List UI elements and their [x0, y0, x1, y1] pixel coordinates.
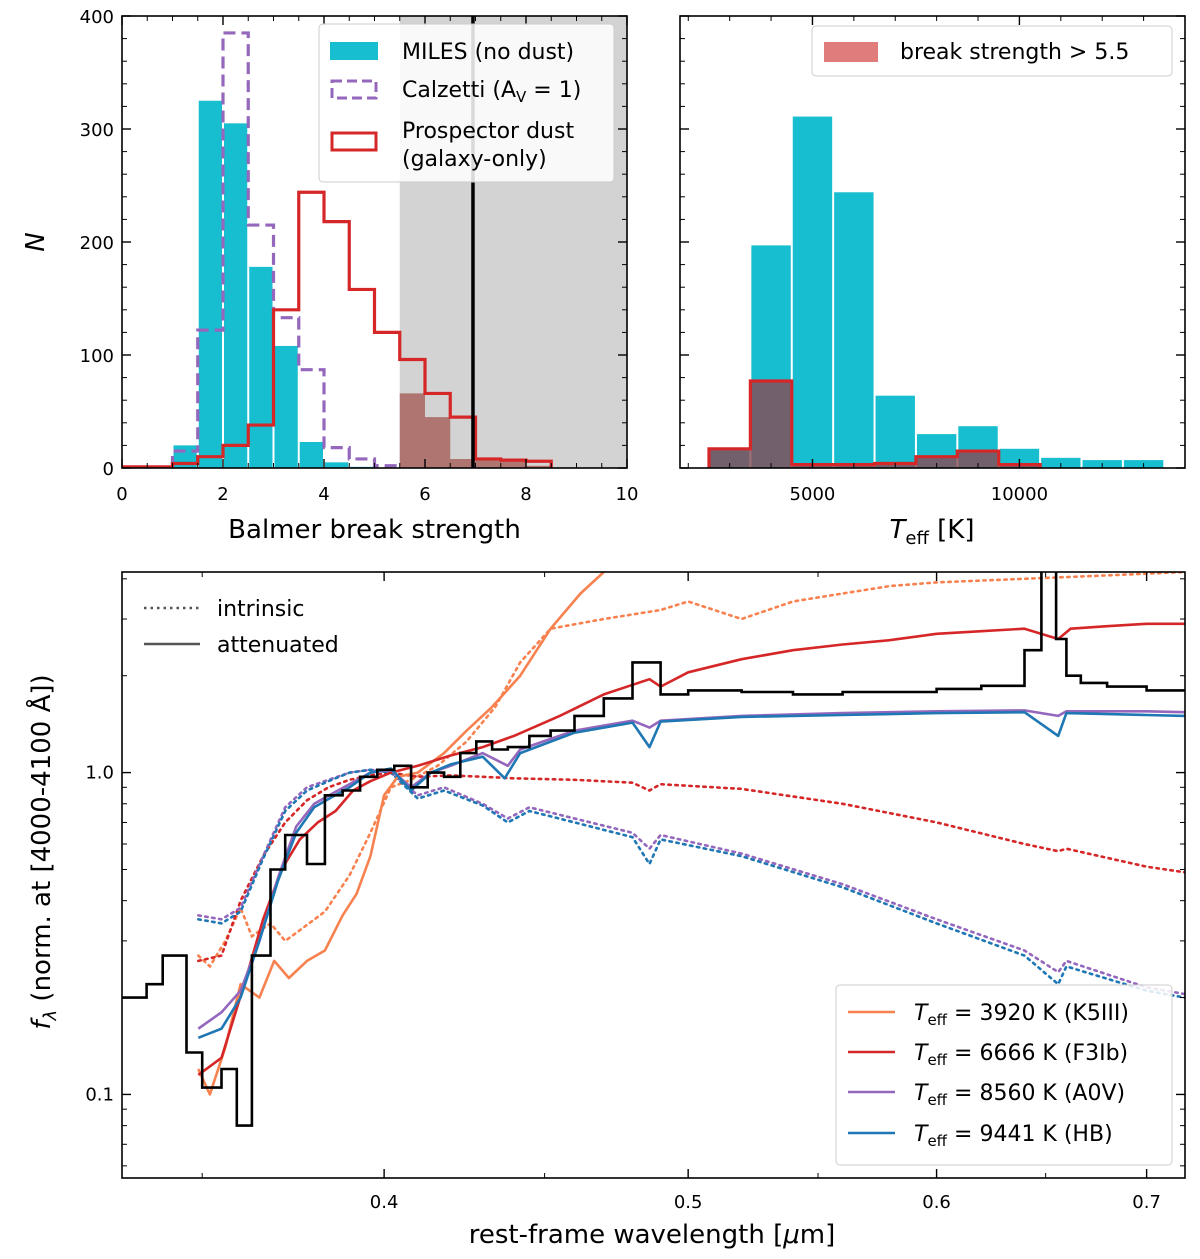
spectra-panel: 0.4 0.5 0.6 0.7 0.1 1.0 rest-frame wavelength… — [25, 571, 1186, 1250]
star-legend: Teff = 3920 K (K5III) Teff = 6666 K (F3I… — [835, 984, 1173, 1166]
spectra-x-axis-label-part1: rest-frame wavelength [ — [469, 1220, 783, 1250]
balmer-y-tick-label: 0 — [103, 459, 114, 480]
legend-label-prospector-line1: Prospector dust — [402, 119, 574, 144]
legend-swatch-miles — [330, 42, 378, 60]
legend-label-prospector-line2: (galaxy-only) — [402, 147, 547, 172]
teff-x-axis-label-sub: eff — [905, 528, 929, 549]
balmer-x-tick-label: 10 — [616, 484, 639, 505]
attenuated-spectrum-hb — [197, 710, 1185, 1040]
intrinsic-spectrum-hb — [197, 768, 1185, 999]
miles-bar — [224, 123, 248, 468]
legend-swatch-prospector — [330, 131, 378, 152]
balmer-x-tick-label: 2 — [217, 484, 228, 505]
teff-x-axis-label: Teff [K] — [890, 515, 975, 549]
spectra-y-tick-label: 1.0 — [85, 763, 114, 784]
legend-label-hb-rest: = 9441 K (HB) — [947, 1122, 1113, 1147]
observed-spectrum-step — [122, 572, 1185, 1127]
legend-label-calzetti-part1: Calzetti (A — [402, 78, 516, 103]
balmer-y-axis-label: N — [21, 232, 51, 251]
legend-label-hb: Teff = 9441 K (HB) — [914, 1122, 1113, 1150]
legend-label-miles: MILES (no dust) — [402, 40, 574, 65]
teff-miles-bar — [792, 116, 833, 468]
balmer-axes-frame — [121, 15, 628, 469]
intrinsic-spectrum-f3ib — [197, 771, 1185, 963]
spectra-x-tick-label: 0.4 — [370, 1192, 399, 1213]
spectra-x-tick-label: 0.5 — [674, 1192, 703, 1213]
legend-label-a0v-sub: eff — [927, 1091, 947, 1109]
balmer-x-tick-label: 8 — [520, 484, 531, 505]
legend-label-break-strength: break strength > 5.5 — [900, 40, 1129, 65]
miles-bar — [299, 442, 323, 468]
legend-label-f3ib-T: T — [914, 1041, 929, 1066]
balmer-x-axis-label: Balmer break strength — [228, 515, 521, 545]
legend-label-calzetti: Calzetti (AV = 1) — [402, 78, 581, 106]
legend-label-k5iii-rest: = 3920 K (K5III) — [947, 1001, 1129, 1026]
balmer-x-tick-label: 6 — [419, 484, 430, 505]
attenuated-spectrum-a0v — [197, 709, 1185, 1030]
intrinsic-spectrum-a0v — [197, 768, 1185, 996]
legend-label-f3ib-rest: = 6666 K (F3Ib) — [947, 1041, 1128, 1066]
balmer-x-tick-label: 4 — [318, 484, 329, 505]
legend-label-intrinsic: intrinsic — [217, 597, 304, 622]
teff-miles-bar — [834, 192, 874, 468]
spectra-x-tick-label: 0.6 — [922, 1192, 951, 1213]
teff-histogram-panel: 5000 10000 Teff [K] break strength > 5.5 — [679, 15, 1186, 549]
balmer-y-tick-label: 100 — [80, 346, 114, 367]
spectra-x-axis-label-mu: μ — [782, 1220, 800, 1250]
spectra-x-axis-label-part2: m] — [800, 1220, 835, 1250]
legend-label-f3ib: Teff = 6666 K (F3Ib) — [914, 1041, 1128, 1069]
legend-label-calzetti-sub: V — [516, 88, 527, 106]
miles-bar — [249, 266, 273, 468]
balmer-legend-box — [318, 23, 615, 183]
miles-bar — [198, 100, 222, 468]
legend-label-k5iii-sub: eff — [927, 1011, 947, 1029]
teff-miles-bar — [1041, 457, 1081, 468]
balmer-x-tick-label: 0 — [116, 484, 127, 505]
spectra-y-axis-label-sub: λ — [40, 1010, 61, 1022]
spectra-x-tick-label: 0.7 — [1132, 1192, 1161, 1213]
legend-label-hb-sub: eff — [927, 1132, 947, 1150]
legend-label-hb-T: T — [914, 1122, 929, 1147]
balmer-legend: MILES (no dust) Calzetti (AV = 1) Prospe… — [318, 23, 615, 183]
balmer-y-tick-label: 300 — [80, 120, 114, 141]
teff-strong-break-step — [707, 379, 1042, 468]
legend-label-calzetti-part2: = 1) — [526, 78, 581, 103]
spectra-x-axis-label: rest-frame wavelength [μm] — [469, 1220, 836, 1250]
teff-x-tick-label: 10000 — [991, 484, 1048, 505]
spectra-y-axis-label-rest: (norm. at [4000-4100 Å]) — [25, 674, 57, 1009]
teff-x-tick-label: 5000 — [790, 484, 836, 505]
miles-bar — [274, 345, 298, 468]
legend-label-a0v: Teff = 8560 K (A0V) — [914, 1081, 1125, 1109]
teff-strong-break-fill — [708, 380, 1041, 468]
legend-label-k5iii-T: T — [914, 1001, 929, 1026]
spectra-axes-frame — [121, 571, 1186, 1179]
legend-label-a0v-T: T — [914, 1081, 929, 1106]
star-legend-box — [835, 984, 1173, 1166]
balmer-y-tick-label: 400 — [80, 7, 114, 28]
legend-label-k5iii: Teff = 3920 K (K5III) — [914, 1001, 1129, 1029]
legend-label-attenuated: attenuated — [217, 633, 339, 658]
spectra-y-axis-label: fλ (norm. at [4000-4100 Å]) — [25, 674, 61, 1029]
teff-legend-box — [811, 25, 1173, 77]
teff-axes-frame — [679, 15, 1186, 469]
legend-swatch-break-strength — [824, 42, 878, 62]
spectra-y-tick-label: 0.1 — [85, 1084, 114, 1105]
miles-bar — [325, 462, 349, 468]
teff-miles-bar — [875, 395, 915, 468]
attenuated-spectrum-f3ib — [197, 622, 1185, 1076]
teff-legend: break strength > 5.5 — [811, 25, 1173, 77]
style-legend: intrinsic attenuated — [144, 597, 339, 658]
calzetti-histogram-step — [170, 31, 402, 468]
prospector-fill-above-threshold — [399, 393, 552, 468]
balmer-y-tick-label: 200 — [80, 233, 114, 254]
prospector-histogram-step — [122, 190, 553, 468]
legend-label-f3ib-sub: eff — [927, 1051, 947, 1069]
teff-x-axis-label-unit: [K] — [929, 515, 975, 545]
legend-label-a0v-rest: = 8560 K (A0V) — [947, 1081, 1125, 1106]
legend-swatch-calzetti — [330, 79, 378, 100]
teff-x-axis-label-T: T — [890, 515, 908, 545]
attenuated-spectrum-k5iii — [197, 572, 605, 1096]
